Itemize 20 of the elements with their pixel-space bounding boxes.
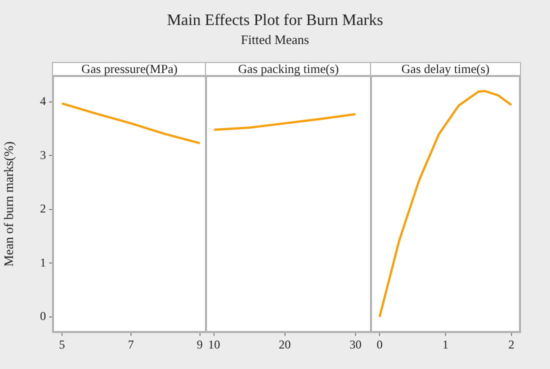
y-tick-label: 1 <box>40 255 46 270</box>
x-tick-label: 1 <box>442 337 448 352</box>
x-tick-label: 2 <box>508 337 514 352</box>
x-tick-label: 9 <box>196 337 203 352</box>
x-tick-label: 5 <box>58 337 65 352</box>
x-tick-label: 30 <box>349 337 362 352</box>
x-tick-label: 20 <box>278 337 291 352</box>
x-axis-title: Gas pressure(MPa) <box>52 62 207 76</box>
x-tick-label: 10 <box>208 337 220 352</box>
text: Main Effects Plot for Burn Marks <box>166 12 384 30</box>
y-tick-label: 3 <box>40 148 46 162</box>
x-axis-title: Gas packing time(s) <box>205 62 372 76</box>
x-axis-title: Gas delay time(s) <box>370 62 521 76</box>
x-tick-label: 0 <box>376 337 383 352</box>
x-tick-label: 7 <box>128 337 134 352</box>
y-tick-label: 0 <box>40 309 46 324</box>
text: Fitted Means <box>240 32 310 48</box>
y-axis-title: Mean of burn marks(%) <box>1 141 16 267</box>
y-tick-label: 4 <box>40 94 46 108</box>
y-tick-label: 2 <box>40 202 46 216</box>
